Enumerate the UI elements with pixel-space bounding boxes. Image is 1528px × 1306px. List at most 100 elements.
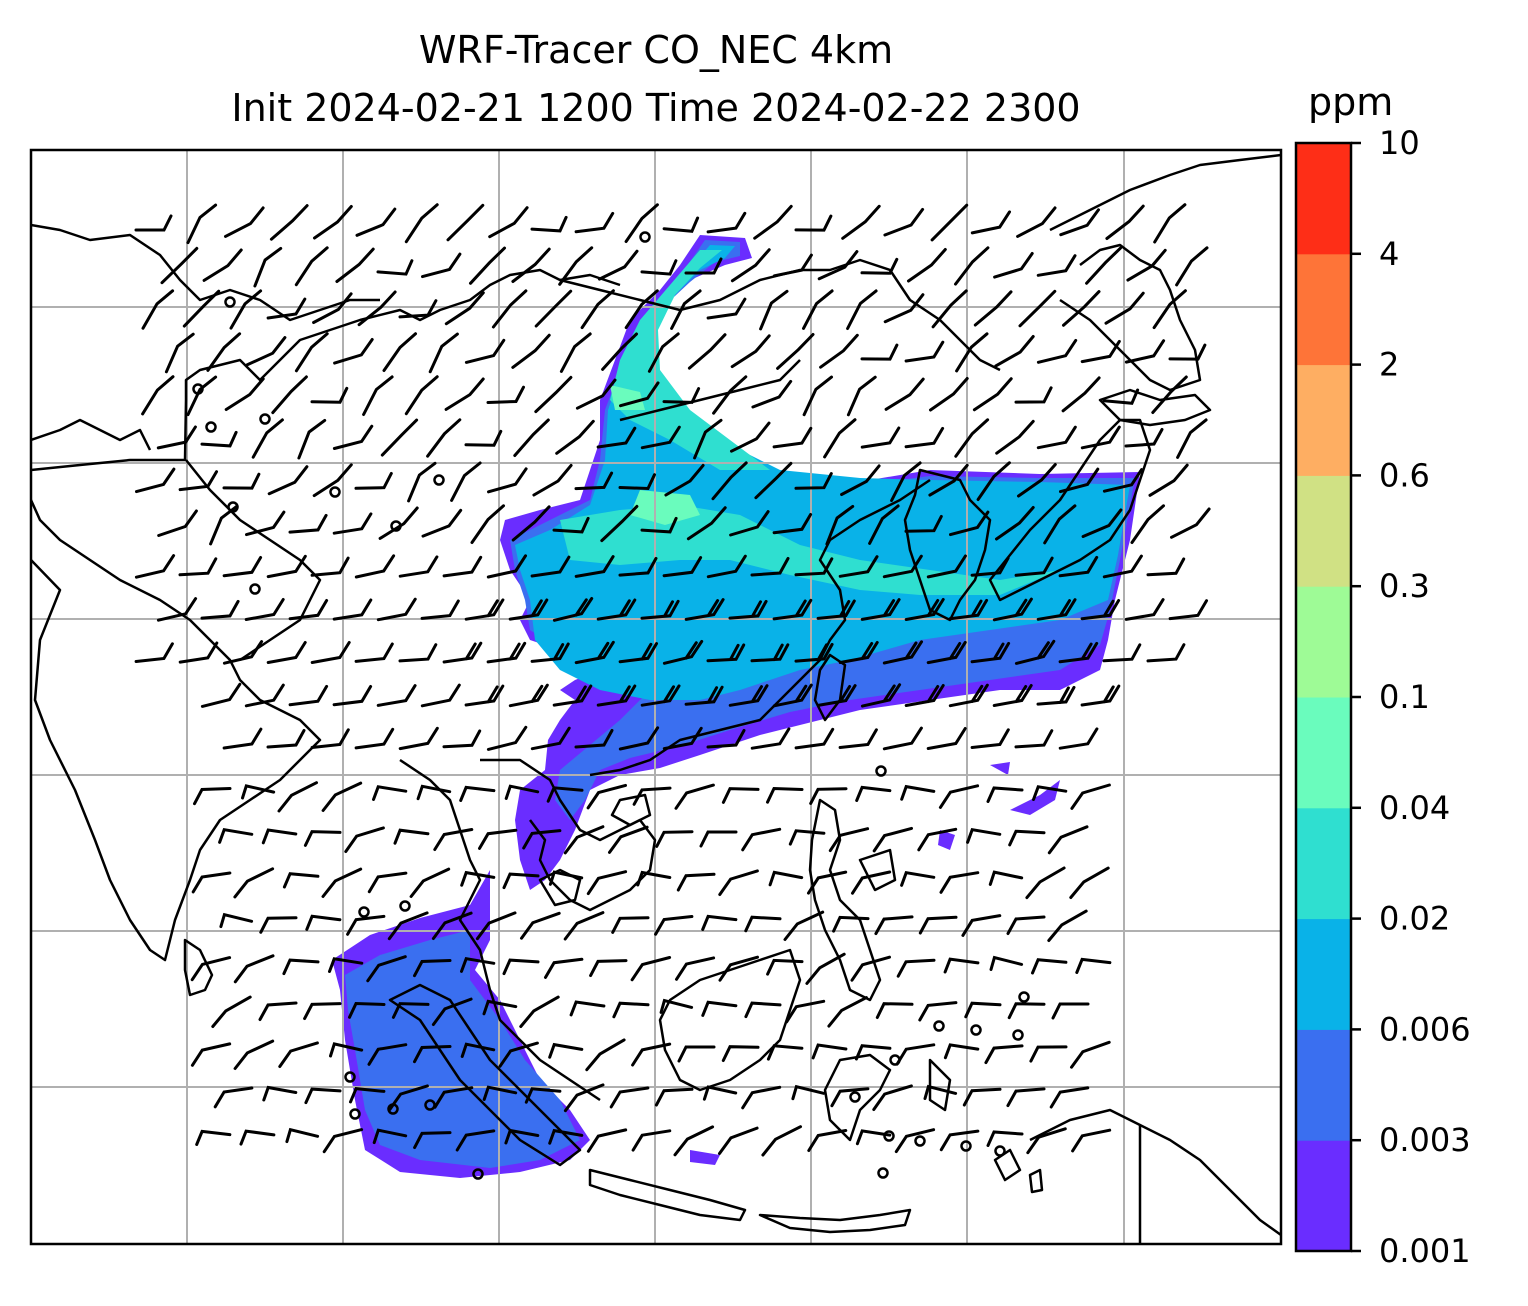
wind-barb [310, 641, 351, 664]
wind-barb [918, 1001, 958, 1022]
wind-barbs [134, 203, 1211, 1157]
calm-circle [970, 1024, 982, 1036]
wind-barb [976, 461, 1011, 501]
wind-barb [134, 214, 173, 232]
wind-barb [310, 386, 349, 404]
wind-barb [195, 1129, 232, 1146]
colorbar-swatch [1296, 364, 1351, 476]
wind-barb [1126, 248, 1167, 282]
wind-barb [563, 911, 605, 941]
wind-barb [930, 203, 969, 242]
wind-barb [404, 375, 439, 416]
wind-barb [718, 1126, 759, 1155]
wind-barb [1031, 958, 1068, 975]
calm-circle [877, 1167, 889, 1179]
wind-barb [939, 871, 980, 894]
wind-barb [433, 1086, 474, 1109]
wind-barb [135, 467, 176, 494]
wind-barb [164, 332, 195, 374]
wind-barb [552, 597, 594, 622]
wind-barb [285, 1127, 320, 1144]
wind-barb [838, 728, 878, 749]
wind-barb [277, 781, 318, 813]
wind-barb [884, 377, 925, 411]
wind-barb [860, 598, 901, 621]
wind-barb [1014, 639, 1056, 665]
colorbar-tick-label: 10 [1379, 124, 1420, 162]
wind-barb [190, 1042, 232, 1067]
wind-barb [574, 471, 614, 491]
tracer-plume-field [332, 235, 1140, 1178]
wind-barb [768, 870, 804, 887]
wind-barb [321, 781, 363, 812]
colorbar-swatch [1296, 586, 1351, 698]
wind-barb [823, 418, 857, 459]
wind-barb [464, 338, 506, 364]
wind-barb [413, 1045, 452, 1064]
wind-barb [1130, 504, 1165, 544]
wind-barb [508, 683, 549, 708]
wind-barb [673, 1125, 715, 1157]
wind-barb [586, 783, 627, 810]
wind-barb [354, 642, 394, 663]
wind-barb [1059, 467, 1100, 494]
wind-barb [904, 515, 943, 533]
calm-circle [205, 421, 217, 433]
wind-barb [825, 504, 855, 546]
wind-barb [486, 641, 527, 664]
plume-fragment-east-3 [990, 762, 1010, 775]
colorbar-swatch [1296, 807, 1351, 920]
wind-barb [954, 418, 990, 458]
wind-barb [376, 684, 417, 707]
wind-barb [391, 1002, 430, 1019]
wind-barb [711, 461, 748, 501]
wind-barb [522, 829, 562, 850]
wind-barb [850, 955, 891, 982]
wind-barb [882, 640, 923, 665]
plume-fragment-south [690, 1150, 720, 1165]
wind-barb [455, 1129, 496, 1152]
colorbar-tick-label: 2 [1379, 346, 1399, 384]
plume-north-turquoise [610, 250, 770, 470]
wind-barb [875, 1002, 914, 1019]
wind-barb [904, 684, 945, 707]
wind-barb [421, 252, 462, 279]
wind-barb [563, 825, 605, 855]
wind-barb [662, 639, 704, 665]
wind-barb [233, 867, 275, 899]
wind-barb [355, 207, 397, 237]
wind-barb [262, 1085, 298, 1102]
wind-barb [1014, 729, 1054, 749]
wind-barb [662, 216, 700, 233]
wind-barb [619, 381, 660, 408]
wind-barb [851, 870, 892, 895]
wind-barb [498, 1041, 539, 1068]
wind-barb [332, 424, 374, 450]
wind-barb [1036, 254, 1077, 277]
wind-barb [860, 683, 902, 708]
wind-barb [894, 1128, 936, 1154]
wind-barb [156, 597, 198, 622]
wind-barb [949, 510, 990, 537]
wind-barb [222, 472, 261, 490]
wind-barb [486, 554, 527, 579]
wind-barb [794, 642, 834, 663]
wind-barb [612, 1001, 650, 1019]
wind-barb [647, 332, 680, 373]
wind-barb [504, 784, 540, 800]
wind-barb [349, 1086, 386, 1104]
wind-barb [346, 914, 386, 936]
wind-barb [728, 599, 768, 620]
wind-barb [923, 1084, 958, 1100]
wind-barb [1080, 425, 1121, 450]
wind-barb [872, 1084, 913, 1111]
calm-circle [994, 1145, 1006, 1157]
wind-barb [802, 289, 834, 330]
wind-barb [502, 872, 540, 890]
wind-barb [141, 289, 175, 330]
wind-barb [586, 1128, 628, 1153]
calm-circle [960, 1140, 972, 1152]
wind-barb [896, 958, 936, 978]
wind-barb [1146, 557, 1186, 577]
colorbar-swatch [1296, 143, 1351, 255]
